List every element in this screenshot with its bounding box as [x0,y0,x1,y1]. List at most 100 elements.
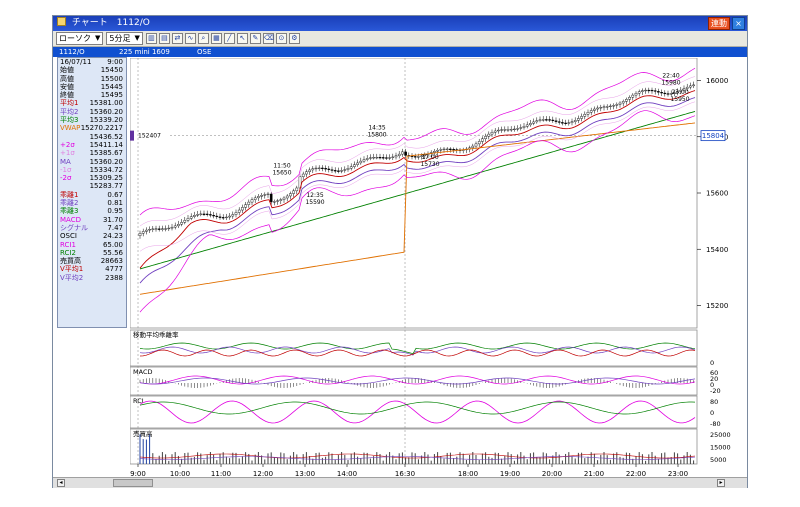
candle-body [189,216,193,219]
zoom-icon[interactable]: ⌕ [197,33,209,44]
indicator-value: 15411.14 [89,140,123,149]
indicator-label: -1σ [60,165,72,174]
compare-icon[interactable]: ⇄ [171,33,183,44]
indicator-label: 終値 [60,91,74,100]
chart-area[interactable]: 16000 15800 15600 15400 15200 15804 152407 9:00… [129,57,747,478]
candle-body [154,228,158,230]
indicator-value: 15495 [100,91,123,100]
indicator-value-panel: 16/07/11 9:00 始値 15450 高値 15500 安値 15445 終値 15495… [57,57,127,328]
candle-body [452,148,455,151]
volume-panel-title: 売買高 [133,429,153,438]
eraser-icon[interactable]: ⌫ [262,33,274,44]
open-marker [130,130,134,141]
grid-icon[interactable]: ▦ [210,33,222,44]
cursor-icon[interactable]: ↖ [236,33,248,44]
volume-axis-label: 25000 [710,431,731,439]
bollinger-lower1-line [139,101,696,252]
volume-avg1-line [139,453,696,459]
volume-avg2-line [139,456,696,460]
candle-body [397,153,401,157]
time-tick-label: 18:00 [458,470,478,478]
interval-select[interactable]: 5分足 ▼ [106,32,143,45]
scroll-thumb[interactable] [113,479,153,487]
chevron-down-icon: ▼ [95,34,101,42]
candle-body [234,212,238,215]
candle-body [442,148,446,151]
symbol-info-bar: 1112/O 225 mini 1609 OSE [53,47,747,57]
indicator-label: 16/07/11 [60,58,92,66]
macd-axis-label: 20 [710,375,718,383]
settings-icon[interactable]: ⚙ [288,33,300,44]
scroll-left-icon[interactable]: ◂ [57,479,65,487]
line-chart-icon[interactable]: ▤ [158,33,170,44]
horizontal-scrollbar[interactable]: ◂ ▸ [53,477,747,488]
candle-body [346,168,350,170]
candle-body [561,122,564,124]
indicator-label: RCI1 [60,240,76,249]
candle-body [548,119,551,121]
exchange-name: OSE [197,48,212,56]
indicator-row: 乖離2 0.81 [58,199,126,207]
candle-body [484,136,487,140]
annotation-time: 11:50 [273,162,290,169]
time-tick-label: 10:00 [170,470,190,478]
candle-body [580,116,583,119]
indicator-label: 平均2 [60,107,79,116]
candle-body [545,119,548,121]
symbol-name: 225 mini 1609 [119,48,170,56]
macd-signal-line [139,377,696,385]
indicator-icon[interactable]: ∿ [184,33,196,44]
annotation-time: 22:40 [662,72,679,79]
indicator-value: 55.56 [102,248,123,257]
candle-body [202,213,206,215]
candle-body [241,207,244,211]
price-tick-label: 16000 [706,77,728,85]
candle-body [276,200,279,202]
candle-body [324,168,327,170]
candle-body [650,89,654,92]
indicator-row: MACD 31.70 [58,216,126,224]
candle-body [305,171,308,175]
candle-body [180,222,183,225]
candle-body [449,148,452,150]
candle-body [669,93,673,95]
candle-body [337,170,340,172]
bar-chart-icon[interactable]: ▥ [145,33,157,44]
chart-type-select[interactable]: ローソク ▼ [56,32,104,45]
candle-body [637,91,641,94]
candle-body [157,228,161,230]
current-price-box [700,130,726,142]
rci2-line [139,401,696,415]
price-tick-label: 15200 [706,302,728,310]
trend-line-icon[interactable]: ╱ [223,33,235,44]
link-button[interactable]: 連動 [708,17,730,30]
draw-icon[interactable]: ✎ [249,33,261,44]
indicator-row: V平均1 4777 [58,265,126,273]
annotation-price: 15980 [661,79,680,86]
indicator-value: 15309.25 [89,174,123,183]
indicator-label: +1σ [60,149,75,158]
deviation-axis-label: 0 [710,359,714,367]
candle-body [641,90,644,92]
candle-body [529,123,532,126]
candle-body [618,102,622,105]
search-icon[interactable]: ⊙ [275,33,287,44]
scroll-right-icon[interactable]: ▸ [717,479,725,487]
candle-body [538,119,542,121]
candle-body [205,213,209,215]
title-bar[interactable]: チャート 1112/O 連動 × [53,16,747,31]
indicator-value: 4777 [105,265,123,274]
candle-body [225,216,228,219]
candle-body [183,220,187,223]
candle-body [583,114,587,117]
candle-body [148,229,151,231]
indicator-value: 28663 [100,257,123,266]
candle-body [269,193,273,203]
indicator-row: VWAP 15270.2217 [58,124,126,132]
candle-body [573,120,577,122]
time-tick-label: 11:00 [211,470,231,478]
indicator-label: 乖離1 [60,190,79,199]
candle-body [212,214,215,217]
chart-svg[interactable]: 16000 15800 15600 15400 15200 15804 152407 9:00… [129,57,747,478]
close-button[interactable]: × [732,17,745,30]
